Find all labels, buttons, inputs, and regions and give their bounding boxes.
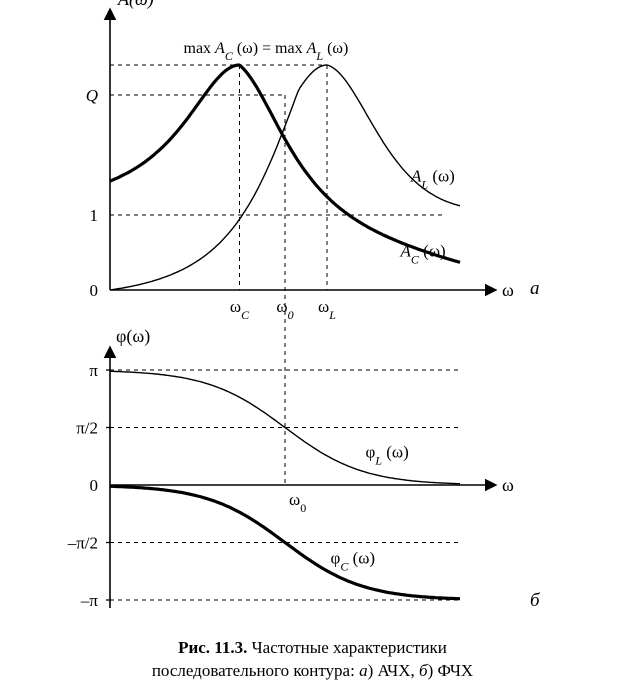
panel-a-xtick: ωL bbox=[318, 297, 336, 322]
panel-a-ytick: 0 bbox=[90, 281, 99, 300]
caption-a-letter: а bbox=[359, 661, 368, 680]
panel-b-ytick: 0 bbox=[90, 476, 99, 495]
panel-b-y-title: φ(ω) bbox=[116, 326, 150, 347]
caption-prefix: Рис. 11.3. bbox=[178, 638, 247, 657]
panel-a-x-title: ω bbox=[502, 280, 514, 300]
panel-b-ytick: π/2 bbox=[76, 419, 98, 438]
caption-line1: Частотные характеристики bbox=[247, 638, 447, 657]
caption-b-letter: б bbox=[419, 661, 428, 680]
panel-b-ytick: –π/2 bbox=[67, 534, 98, 553]
panel-a-letter: а bbox=[530, 278, 540, 300]
panel-a-xtick: ω0 bbox=[276, 297, 293, 322]
panel-a-xtick: ωC bbox=[230, 297, 250, 322]
panel-b-xtick: ω0 bbox=[289, 490, 306, 515]
label-A-L: AL (ω) bbox=[410, 166, 455, 191]
panel-b-ytick: –π bbox=[80, 591, 99, 610]
label-A-C: AC (ω) bbox=[400, 241, 446, 266]
panel-a-ytick: 1 bbox=[90, 206, 99, 225]
panel-b-ytick: π bbox=[89, 361, 98, 380]
label-phi-L: φL (ω) bbox=[366, 443, 409, 468]
panel-a-y-title: A(ω) bbox=[117, 0, 154, 10]
figure-caption: Рис. 11.3. Частотные характеристики посл… bbox=[0, 637, 625, 683]
panel-b-letter: б bbox=[530, 590, 540, 612]
panel-a-ytick: Q bbox=[86, 86, 98, 105]
panel-a-top-annotation: max AC (ω) = max AL (ω) bbox=[184, 40, 349, 63]
caption-line2: последовательного контура: bbox=[152, 661, 359, 680]
caption-a-rest: ) АЧХ, bbox=[368, 661, 419, 680]
panel-b-x-title: ω bbox=[502, 475, 514, 495]
label-phi-C: φC (ω) bbox=[331, 549, 376, 574]
caption-b-rest: ) ФЧХ bbox=[428, 661, 474, 680]
